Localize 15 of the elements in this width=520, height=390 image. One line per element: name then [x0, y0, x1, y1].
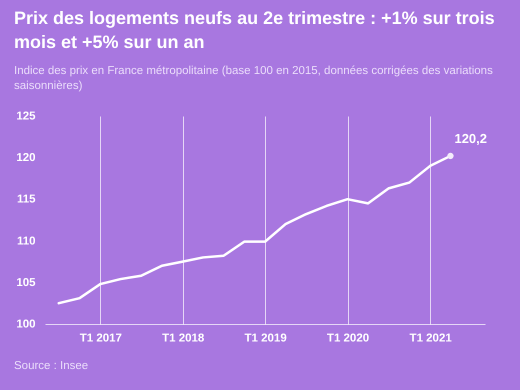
x-tick-label: T1 2019 — [244, 332, 287, 344]
y-tick-label: 100 — [16, 318, 36, 330]
y-tick-label: 120 — [16, 152, 36, 164]
source-note: Source : Insee — [14, 360, 88, 372]
x-tick-label: T1 2021 — [410, 332, 452, 344]
chart-subtitle: Indice des prix en France métropolitaine (base 100 en 2015, données corrigées des variations saisonnières) — [14, 64, 494, 94]
y-tick-label: 115 — [16, 194, 36, 206]
x-tick-label: T1 2017 — [80, 332, 122, 344]
y-tick-label: 105 — [16, 276, 36, 289]
y-tick-label: 110 — [16, 235, 36, 248]
chart-title: Prix des logements neufs au 2e trimestre : +1% sur trois mois et +5% sur un an — [14, 7, 496, 54]
x-tick-label: T1 2020 — [326, 332, 370, 344]
annotation: 120,2 — [454, 130, 488, 146]
x-tick-label: T1 2018 — [162, 332, 205, 344]
y-tick-label: 125 — [16, 110, 36, 122]
